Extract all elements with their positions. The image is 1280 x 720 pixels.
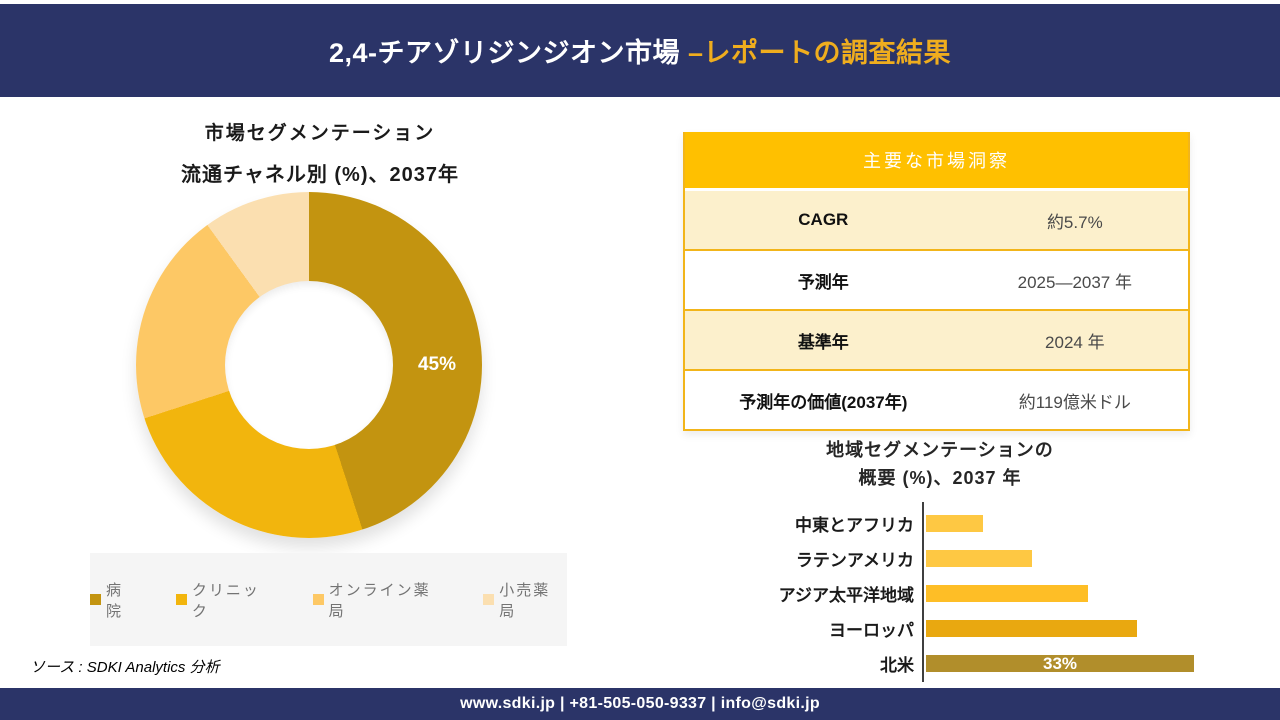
insights-table: 主要な市場洞察 CAGR 約5.7% 予測年 2025—2037 年基準年 2024 年… (683, 132, 1190, 431)
bar-chart-axis (922, 502, 924, 682)
table-row-value: 約5.7% (1046, 212, 1103, 232)
bar-title-line1: 地域セグメンテーションの (826, 440, 1054, 460)
table-row-value: 2024 年 (1045, 332, 1105, 352)
donut-chart-title: 市場セグメンテーション 流通チャネル別 (%)、2037年 (75, 118, 565, 187)
bar-data-label: 33% (1042, 654, 1078, 673)
bar-row: ヨーロッパ (690, 611, 1210, 646)
bar: 33% (926, 655, 1194, 672)
page-title: 2,4-チアゾリジンジオン市場 –レポートの調査結果 (329, 31, 951, 70)
bar-row: 北米 33% (690, 646, 1210, 681)
bar-category-label: 北米 (880, 656, 914, 675)
donut-title-line2: 流通チャネル別 (%)、2037年 (181, 164, 459, 186)
table-row: 予測年 2025—2037 年 (685, 249, 1188, 309)
bar-chart: 中東とアフリカ ラテンアメリカアジア太平洋地域ヨーロッパ北米 33% (690, 502, 1210, 682)
legend-swatch-icon (175, 594, 187, 605)
bar-row: ラテンアメリカ (690, 541, 1210, 576)
table-row-value: 約119億米ドル (1018, 392, 1131, 412)
table-row: 予測年の価値(2037年) 約119億米ドル (685, 369, 1188, 429)
bar-title-line2: 概要 (%)、2037 年 (858, 468, 1022, 488)
bar-track: 33% (926, 655, 1210, 672)
legend-label: クリニック (191, 581, 260, 620)
legend-swatch-icon (90, 594, 101, 605)
footer-contact-text: www.sdki.jp | +81-505-050-9337 | info@sd… (460, 695, 820, 712)
donut-chart: 45% (136, 192, 482, 538)
legend-item: 病院 (90, 579, 140, 621)
bar (926, 585, 1088, 602)
donut-hole (225, 281, 393, 449)
bar (926, 620, 1137, 637)
page-title-white: 2,4-チアゾリジンジオン市場 (328, 38, 688, 68)
bar-chart-title: 地域セグメンテーションの 概要 (%)、2037 年 (690, 436, 1190, 492)
page-title-gold: –レポートの調査結果 (688, 38, 952, 68)
legend-label: 小売薬局 (499, 581, 551, 620)
table-row-label: 予測年 (797, 272, 849, 292)
bar-row: アジア太平洋地域 (690, 576, 1210, 611)
donut-legend: 病院 クリニック オンライン薬局 小売薬局 (90, 553, 567, 646)
bar-category-label: 中東とアフリカ (795, 516, 914, 535)
bar (926, 550, 1032, 567)
legend-label: オンライン薬局 (328, 581, 431, 620)
legend-item: クリニック (175, 579, 277, 621)
bar-row: 中東とアフリカ (690, 506, 1210, 541)
insights-table-header: 主要な市場洞察 (685, 132, 1188, 188)
table-row: 基準年 2024 年 (685, 309, 1188, 369)
legend-item: 小売薬局 (483, 579, 567, 621)
table-row-label: CAGR (798, 210, 849, 229)
bar-track (926, 585, 1210, 602)
source-note: ソース : SDKI Analytics 分析 (30, 659, 220, 676)
footer-bar: www.sdki.jp | +81-505-050-9337 | info@sd… (0, 688, 1280, 720)
bar-track (926, 515, 1210, 532)
table-row: CAGR 約5.7% (685, 188, 1188, 249)
bar-category-label: アジア太平洋地域 (778, 586, 914, 605)
donut-data-label: 45% (417, 354, 457, 375)
table-row-label: 予測年の価値(2037年) (739, 392, 908, 412)
table-row-label: 基準年 (797, 332, 849, 352)
bar-category-label: ヨーロッパ (829, 621, 914, 640)
bar-category-label: ラテンアメリカ (795, 551, 914, 570)
legend-swatch-icon (483, 594, 495, 605)
legend-item: オンライン薬局 (312, 579, 448, 621)
donut-title-line1: 市場セグメンテーション (204, 123, 436, 144)
bar-track (926, 620, 1210, 637)
bar-track (926, 550, 1210, 567)
table-row-value: 2025—2037 年 (1017, 272, 1132, 292)
header-bar: 2,4-チアゾリジンジオン市場 –レポートの調査結果 (0, 4, 1280, 97)
legend-label: 病院 (105, 581, 123, 620)
legend-swatch-icon (312, 594, 324, 605)
bar (926, 515, 983, 532)
